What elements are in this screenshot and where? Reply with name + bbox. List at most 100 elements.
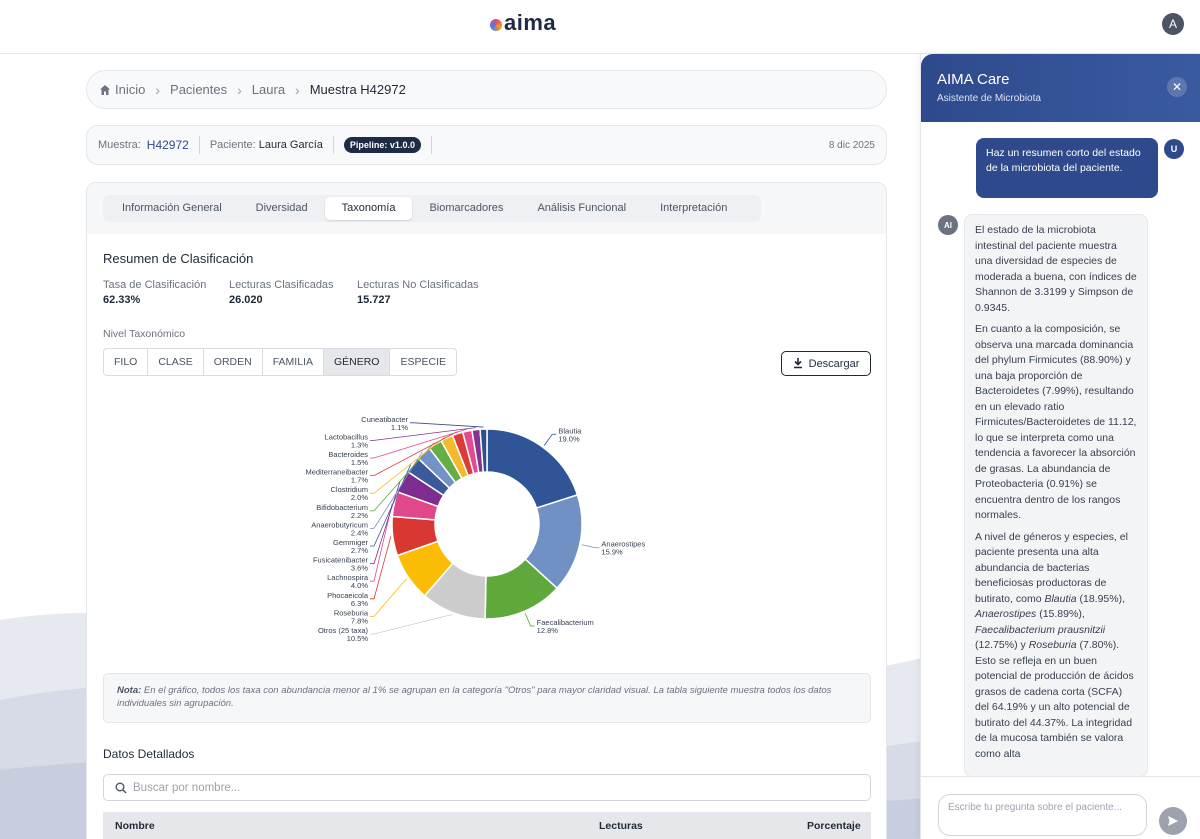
slice-value-label: 6.3% — [351, 599, 368, 608]
divider — [332, 136, 334, 154]
text: (12.75%) y — [975, 639, 1029, 651]
donut-slice-cuneatibacter[interactable] — [479, 428, 488, 473]
level-family[interactable]: FAMILIA — [263, 349, 324, 375]
column-percentage[interactable]: Porcentaje — [807, 820, 861, 832]
summary-title: Resumen de Clasificación — [103, 251, 254, 266]
level-class[interactable]: CLASE — [148, 349, 204, 375]
breadcrumb-patient[interactable]: Laura — [251, 82, 286, 97]
text: A nivel de géneros y especies, el pacien… — [975, 530, 1128, 605]
slice-value-label: 7.8% — [351, 616, 368, 625]
label-leader-line — [370, 536, 392, 600]
chat-header: AIMA Care Asistente de Microbiota ✕ — [921, 54, 1200, 122]
download-button[interactable]: Descargar — [781, 351, 871, 376]
logo-mark-icon — [490, 18, 502, 31]
taxonomic-level-label: Nivel Taxonómico — [103, 328, 186, 340]
search-input[interactable] — [133, 781, 833, 794]
slice-name-label: Clostridium — [330, 485, 368, 494]
level-phylum[interactable]: FILO — [104, 349, 149, 375]
chevron-right-icon: › — [295, 81, 300, 98]
label-leader-line — [370, 427, 476, 441]
slice-value-label: 1.7% — [351, 476, 368, 485]
send-icon — [1168, 816, 1178, 826]
taxon-name: Roseburia — [1028, 639, 1077, 651]
chevron-right-icon: › — [155, 81, 161, 98]
chat-input-area: Escribe tu pregunta sobre el paciente... — [921, 776, 1200, 839]
text: (15.89%), — [1036, 608, 1085, 620]
level-order[interactable]: ORDEN — [204, 349, 263, 375]
patient-name: Laura García — [258, 139, 323, 151]
slice-name-label: Gemmiger — [333, 538, 369, 547]
sample-label: Muestra: — [98, 139, 141, 151]
slice-value-label: 3.6% — [351, 564, 368, 573]
slice-name-label: Lactobacillus — [325, 432, 369, 441]
tab-biomarkers[interactable]: Biomarcadores — [429, 202, 504, 214]
send-button[interactable] — [1159, 807, 1187, 835]
slice-value-label: 19.0% — [558, 434, 580, 443]
chat-panel: AIMA Care Asistente de Microbiota ✕ Haz … — [920, 54, 1200, 839]
download-icon — [793, 358, 802, 369]
level-genus[interactable]: GÉNERO — [323, 349, 391, 375]
label-leader-line — [370, 442, 435, 512]
aima-logo[interactable]: aima — [490, 10, 556, 36]
tab-functional-analysis[interactable]: Análisis Funcional — [537, 202, 627, 214]
label-leader-line — [581, 544, 600, 549]
stat-value: 15.727 — [357, 294, 391, 306]
chart-note: Nota: En el gráfico, todos los taxa con … — [103, 673, 871, 723]
user-avatar: U — [1164, 139, 1184, 159]
patient-label: Paciente: — [209, 139, 256, 151]
tab-general-info[interactable]: Información General — [122, 202, 222, 214]
close-chat-button[interactable]: ✕ — [1167, 77, 1187, 97]
slice-value-label: 2.4% — [351, 528, 368, 537]
stat-unclassified-reads: Lecturas No Clasificadas 15.727 — [357, 279, 479, 306]
slice-name-label: Fusicatenibacter — [313, 556, 369, 565]
top-bar: aima A — [0, 0, 1200, 54]
label-leader-line — [543, 433, 557, 446]
label-leader-line — [370, 578, 408, 617]
message-paragraph: En cuanto a la composición, se observa u… — [975, 323, 1137, 521]
slice-name-label: Mediterraneibacter — [305, 468, 368, 477]
slice-name-label: Bacteroides — [328, 450, 368, 459]
taxon-name: Faecalibacterium prausnitzii — [975, 623, 1106, 636]
label-leader-line — [370, 428, 468, 459]
table-header: Nombre Lecturas Porcentaje — [103, 812, 871, 839]
slice-value-label: 2.2% — [351, 511, 368, 520]
level-species[interactable]: ESPECIE — [400, 356, 447, 368]
slice-value-label: 1.5% — [351, 458, 368, 467]
text: (7.80%). Esto se refleja en un buen pote… — [975, 639, 1134, 760]
label-leader-line — [370, 431, 458, 476]
stat-value: 62.33% — [103, 294, 141, 306]
chevron-right-icon: › — [237, 81, 242, 98]
breadcrumb-home[interactable]: Inicio — [115, 82, 146, 97]
tabs-bar: Información General Diversidad Taxonomía… — [87, 183, 886, 234]
download-label: Descargar — [808, 357, 860, 370]
slice-value-label: 1.3% — [351, 440, 368, 449]
slice-value-label: 2.0% — [351, 493, 368, 502]
label-leader-line — [410, 422, 484, 428]
message-paragraph: El estado de la microbiota intestinal de… — [975, 224, 1137, 314]
slice-value-label: 1.1% — [391, 423, 408, 432]
text: (18.95%), — [1076, 592, 1126, 605]
user-avatar[interactable]: A — [1162, 13, 1184, 35]
tab-diversity[interactable]: Diversidad — [255, 202, 308, 214]
breadcrumb-patients[interactable]: Pacientes — [170, 82, 228, 97]
note-prefix: Nota: — [117, 685, 142, 696]
stat-label: Lecturas No Clasificadas — [357, 279, 479, 291]
chat-input[interactable]: Escribe tu pregunta sobre el paciente... — [938, 794, 1147, 836]
assistant-avatar: AI — [938, 215, 958, 235]
label-leader-line — [370, 435, 447, 494]
tab-interpretation[interactable]: Interpretación — [660, 202, 728, 214]
column-name[interactable]: Nombre — [115, 820, 155, 832]
slice-name-label: Phocaeicola — [327, 591, 369, 600]
slice-value-label: 10.5% — [347, 634, 369, 643]
column-reads[interactable]: Lecturas — [599, 820, 643, 832]
home-icon — [100, 84, 110, 95]
divider — [198, 136, 200, 154]
pipeline-badge: Pipeline: v1.0.0 — [343, 137, 421, 153]
sample-info-bar: Muestra: H42972 Paciente: Laura García P… — [86, 125, 887, 165]
breadcrumb: Inicio › Pacientes › Laura › Muestra H42… — [86, 70, 887, 109]
sample-date: 8 dic 2025 — [828, 139, 875, 151]
slice-name-label: Cuneatibacter — [361, 415, 408, 424]
tab-taxonomy[interactable]: Taxonomía — [324, 197, 413, 220]
slice-value-label: 12.8% — [537, 626, 559, 635]
